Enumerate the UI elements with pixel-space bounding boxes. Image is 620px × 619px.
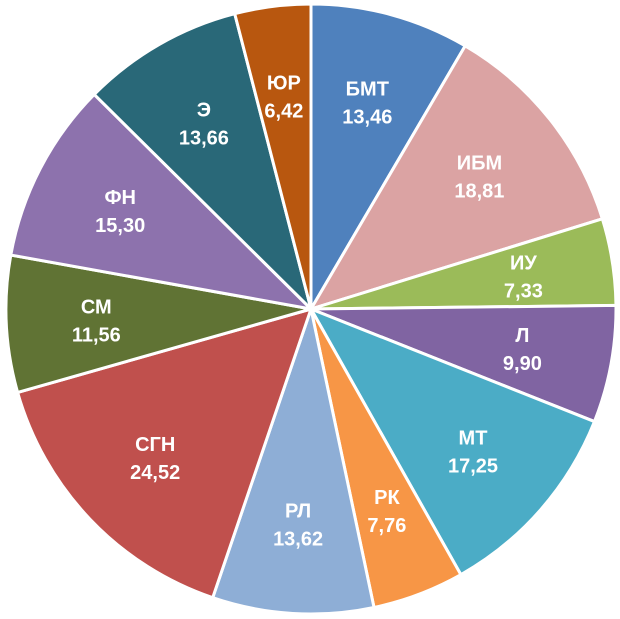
pie-labels: БМТ 13,46 ИБМ 18,81 ИУ 7,33 Л 9,90 МТ 17,25 РК 7,76…: [72, 73, 543, 551]
pie-slice: [4, 253, 313, 394]
slice-category: РК: [374, 487, 400, 509]
slice-label: СМ 11,56: [72, 297, 121, 347]
slice-category: СМ: [81, 297, 112, 319]
slice-label: БМТ 13,46: [342, 79, 392, 129]
pie-slice: [211, 307, 376, 616]
slice-category: БМТ: [346, 79, 389, 101]
slice-value: 7,76: [367, 515, 406, 537]
pie-slice: [309, 307, 596, 577]
slice-value: 13,46: [342, 107, 392, 129]
pie-slices: [4, 2, 618, 616]
slice-label: ФН 15,30: [95, 187, 145, 237]
pie-slice: [309, 303, 618, 424]
pie-slice: [233, 2, 313, 311]
slice-category: Л: [515, 325, 529, 347]
slice-category: ИБМ: [457, 152, 502, 174]
slice-category: ЮР: [267, 73, 301, 95]
slice-label: ИУ 7,33: [504, 253, 543, 303]
slice-label: ЮР 6,42: [264, 73, 303, 123]
slice-value: 15,30: [95, 215, 145, 237]
slice-value: 7,33: [504, 281, 543, 303]
slice-category: СГН: [135, 434, 175, 456]
slice-label: ИБМ 18,81: [454, 152, 504, 202]
pie-slice: [9, 92, 313, 311]
slice-label: РК 7,76: [367, 487, 406, 537]
slice-category: РЛ: [285, 501, 311, 523]
slice-category: ИУ: [510, 253, 537, 275]
slice-label: Э 13,66: [179, 100, 229, 150]
pie-slice: [16, 307, 313, 600]
slice-category: МТ: [459, 427, 488, 449]
pie-slice: [309, 2, 467, 311]
pie-slice: [92, 12, 313, 311]
slice-value: 9,90: [503, 353, 542, 375]
slice-label: РЛ 13,62: [273, 501, 323, 551]
slice-label: МТ 17,25: [448, 427, 498, 477]
slice-value: 13,62: [273, 529, 323, 551]
slice-value: 17,25: [448, 455, 498, 477]
slice-label: Л 9,90: [503, 325, 542, 375]
slice-value: 24,52: [130, 462, 180, 484]
pie-slice: [309, 44, 604, 311]
slice-label: СГН 24,52: [130, 434, 180, 484]
slice-value: 11,56: [72, 325, 121, 347]
slice-value: 18,81: [454, 180, 504, 202]
slice-category: Э: [197, 100, 211, 122]
slice-value: 6,42: [264, 101, 303, 123]
slice-category: ФН: [104, 187, 136, 209]
slice-value: 13,66: [179, 128, 229, 150]
